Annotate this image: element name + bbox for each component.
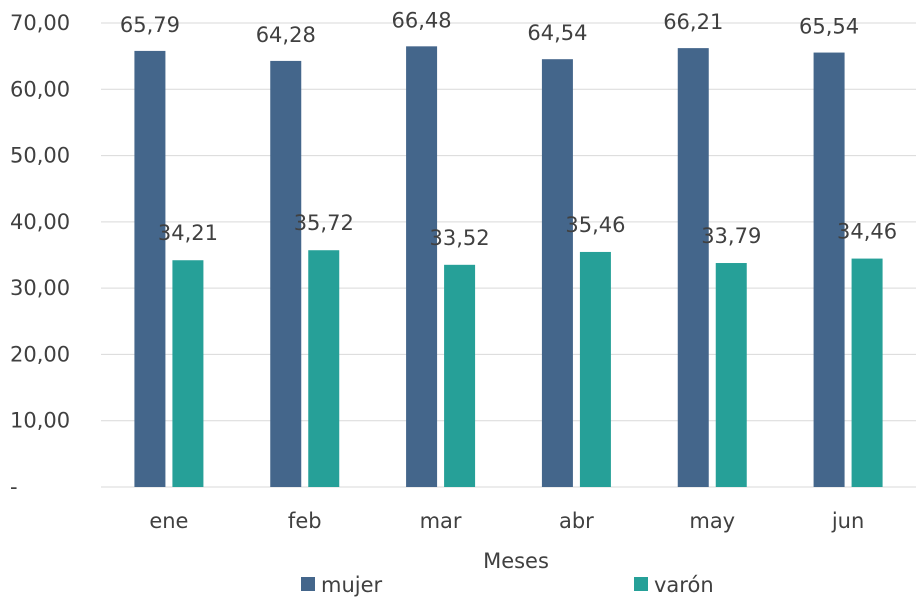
data-label-mujer-feb: 64,28 xyxy=(256,23,316,47)
legend-label: varón xyxy=(654,573,714,597)
y-tick-label: 30,00 xyxy=(10,276,70,300)
gridlines xyxy=(101,22,916,488)
legend-item-mujer: mujer xyxy=(301,573,383,597)
y-tick-label: - xyxy=(10,475,18,499)
bar-mujer-mar xyxy=(406,46,438,487)
data-label-mujer-mar: 66,48 xyxy=(392,8,452,32)
bar-varon-ene xyxy=(172,260,204,487)
bar-varon-may xyxy=(715,263,747,487)
x-tick-label: mar xyxy=(420,509,462,533)
data-label-varon-jun: 34,46 xyxy=(837,220,897,244)
y-axis-ticks: - 10,00 20,00 30,00 40,00 50,00 60,00 70,00 xyxy=(10,11,70,499)
x-axis-title: Meses xyxy=(483,549,549,573)
bar-varon-mar xyxy=(444,264,476,487)
x-tick-label: feb xyxy=(288,509,322,533)
x-tick-label: jun xyxy=(831,509,864,533)
bar-varon-feb xyxy=(308,250,340,487)
y-tick-label: 60,00 xyxy=(10,77,70,101)
y-tick-label: 70,00 xyxy=(10,11,70,35)
bar-mujer-abr xyxy=(541,59,573,487)
y-tick-label: 20,00 xyxy=(10,342,70,366)
legend-item-varon: varón xyxy=(634,573,714,597)
data-label-varon-may: 33,79 xyxy=(701,224,761,248)
x-axis-ticks: ene feb mar abr may jun xyxy=(149,509,864,533)
bar-varon-jun xyxy=(851,258,883,487)
data-label-varon-mar: 33,52 xyxy=(430,226,490,250)
legend-swatch xyxy=(301,577,315,591)
data-labels: 65,79 34,21 64,28 35,72 66,48 33,52 64,54 35,46… xyxy=(120,8,897,249)
data-label-mujer-jun: 65,54 xyxy=(799,15,859,39)
y-tick-label: 40,00 xyxy=(10,210,70,234)
bars xyxy=(134,46,883,488)
x-tick-label: abr xyxy=(559,509,594,533)
legend-label: mujer xyxy=(321,573,383,597)
data-label-mujer-abr: 64,54 xyxy=(527,21,587,45)
bar-mujer-may xyxy=(677,48,709,487)
data-label-varon-ene: 34,21 xyxy=(158,221,218,245)
legend-swatch xyxy=(634,577,648,591)
x-tick-label: may xyxy=(689,509,735,533)
bar-mujer-feb xyxy=(270,60,302,487)
y-tick-label: 50,00 xyxy=(10,144,70,168)
bar-mujer-jun xyxy=(813,52,845,488)
data-label-varon-feb: 35,72 xyxy=(294,211,354,235)
legend: mujer varón xyxy=(301,573,714,597)
y-tick-label: 10,00 xyxy=(10,409,70,433)
bar-varon-abr xyxy=(579,251,611,487)
bar-mujer-ene xyxy=(134,50,166,488)
data-label-varon-abr: 35,46 xyxy=(565,213,625,237)
x-tick-label: ene xyxy=(149,509,188,533)
data-label-mujer-may: 66,21 xyxy=(663,10,723,34)
data-label-mujer-ene: 65,79 xyxy=(120,13,180,37)
